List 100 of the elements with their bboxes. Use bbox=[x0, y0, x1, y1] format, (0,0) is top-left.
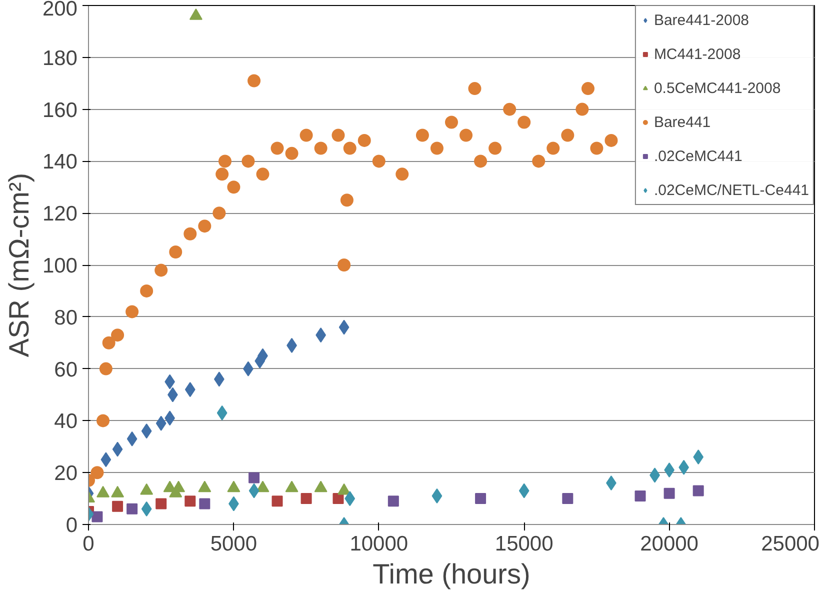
point bbox=[445, 116, 458, 129]
point bbox=[218, 154, 232, 168]
point bbox=[99, 362, 112, 376]
point bbox=[227, 180, 240, 194]
point bbox=[216, 405, 228, 420]
point bbox=[314, 142, 328, 155]
point bbox=[332, 493, 344, 504]
point bbox=[338, 258, 351, 272]
point bbox=[518, 116, 531, 129]
y-tick-label: 100 bbox=[42, 254, 78, 278]
point bbox=[300, 493, 312, 504]
point bbox=[546, 142, 560, 155]
point bbox=[562, 493, 574, 504]
point bbox=[475, 493, 486, 504]
y-tick-label: 160 bbox=[42, 98, 78, 122]
y-tick-label: 180 bbox=[42, 46, 78, 70]
point bbox=[590, 142, 604, 155]
point bbox=[184, 496, 196, 507]
point bbox=[126, 431, 138, 446]
y-tick-label: 200 bbox=[42, 0, 78, 20]
legend-label: Bare441 bbox=[654, 114, 711, 130]
legend-label: .02CeMC/NETL-Ce441 bbox=[654, 182, 809, 198]
point bbox=[169, 246, 182, 259]
point bbox=[126, 503, 138, 514]
point bbox=[248, 472, 260, 484]
point bbox=[474, 154, 488, 168]
point bbox=[332, 128, 345, 142]
y-tick-label: 40 bbox=[54, 410, 78, 434]
point bbox=[460, 128, 473, 142]
point bbox=[338, 320, 350, 335]
point bbox=[256, 168, 270, 181]
point bbox=[140, 284, 154, 298]
x-axis-title: Time (hours) bbox=[372, 558, 530, 590]
point bbox=[141, 501, 152, 516]
point bbox=[634, 490, 646, 502]
point bbox=[156, 498, 167, 510]
point bbox=[532, 154, 546, 168]
point bbox=[664, 488, 675, 499]
legend-label: MC441-2008 bbox=[654, 46, 741, 62]
point bbox=[488, 142, 502, 155]
point bbox=[248, 483, 260, 498]
legend-label: Bare441-2008 bbox=[654, 12, 750, 28]
point bbox=[126, 305, 139, 318]
point bbox=[576, 102, 589, 116]
point bbox=[468, 82, 482, 96]
point bbox=[561, 128, 574, 142]
x-tick-label: 10000 bbox=[350, 532, 408, 556]
point bbox=[141, 424, 152, 439]
point bbox=[242, 154, 255, 168]
point bbox=[604, 134, 618, 147]
point bbox=[112, 442, 123, 457]
point bbox=[343, 142, 356, 155]
point bbox=[372, 154, 386, 168]
point bbox=[184, 382, 196, 398]
point bbox=[184, 227, 197, 240]
point bbox=[430, 142, 444, 155]
point bbox=[692, 485, 704, 496]
y-tick-label: 80 bbox=[54, 306, 78, 330]
y-tick-label: 60 bbox=[54, 358, 78, 382]
point bbox=[90, 466, 104, 480]
point bbox=[396, 168, 409, 181]
x-tick-label: 15000 bbox=[494, 532, 554, 556]
point bbox=[270, 142, 284, 155]
point bbox=[92, 511, 103, 522]
point bbox=[344, 491, 356, 506]
point bbox=[198, 220, 212, 233]
y-axis-title: ASR (mΩ-cm²) bbox=[3, 172, 34, 358]
point bbox=[416, 128, 429, 142]
y-tick-label: 140 bbox=[42, 150, 78, 174]
point bbox=[199, 498, 210, 510]
point bbox=[156, 416, 166, 431]
point bbox=[388, 496, 399, 507]
point bbox=[212, 206, 226, 220]
point bbox=[111, 328, 124, 342]
y-tick-label: 20 bbox=[54, 462, 78, 486]
point bbox=[518, 483, 530, 498]
point bbox=[432, 488, 442, 504]
x-tick-label: 5000 bbox=[210, 532, 258, 556]
point bbox=[112, 500, 124, 512]
y-tick-label: 0 bbox=[66, 514, 78, 537]
point bbox=[340, 194, 354, 207]
point bbox=[693, 450, 704, 465]
point bbox=[285, 146, 298, 160]
point bbox=[154, 264, 168, 277]
point bbox=[503, 102, 516, 116]
legend-label: .02CeMC441 bbox=[654, 148, 742, 164]
point bbox=[248, 74, 261, 88]
x-tick-label: 25000 bbox=[761, 532, 819, 556]
x-tick-label: 20000 bbox=[640, 532, 699, 556]
point bbox=[102, 336, 116, 350]
point bbox=[581, 82, 594, 96]
point bbox=[96, 414, 110, 428]
legend-label: 0.5CeMC441-2008 bbox=[654, 80, 781, 96]
y-tick-label: 120 bbox=[42, 202, 78, 226]
x-tick-label: 0 bbox=[82, 532, 94, 556]
point bbox=[272, 496, 283, 507]
point bbox=[216, 168, 229, 181]
point bbox=[300, 128, 313, 142]
point bbox=[100, 452, 112, 468]
point bbox=[358, 134, 371, 147]
